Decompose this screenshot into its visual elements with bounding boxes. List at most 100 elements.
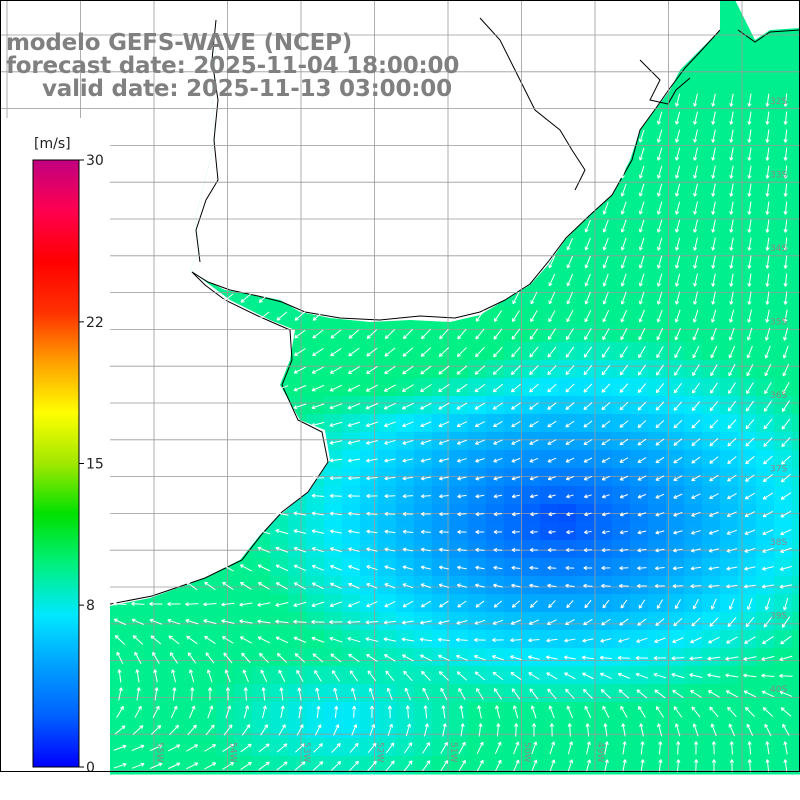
field-cell	[450, 702, 469, 721]
field-cell	[468, 342, 487, 361]
wind-arrow	[312, 329, 324, 339]
field-cell	[612, 432, 631, 451]
field-cell	[792, 738, 800, 757]
wind-arrow	[744, 492, 755, 500]
field-cell	[702, 468, 721, 487]
field-cell	[792, 36, 800, 55]
field-cell	[126, 648, 145, 667]
field-cell	[450, 396, 469, 415]
field-cell	[108, 648, 127, 667]
field-cell	[738, 216, 757, 235]
wind-arrow	[347, 476, 360, 481]
wind-arrow	[511, 547, 521, 553]
wind-arrow	[185, 618, 199, 625]
wind-arrow	[566, 529, 574, 535]
field-cell	[540, 270, 559, 289]
wind-arrow	[365, 402, 379, 410]
wind-arrow	[260, 724, 268, 736]
wind-arrow	[529, 565, 539, 570]
field-cell	[126, 666, 145, 685]
wind-arrow	[582, 672, 594, 680]
field-cell	[216, 684, 235, 703]
wind-arrow	[514, 723, 519, 737]
field-cell	[720, 432, 739, 451]
field-cell	[720, 180, 739, 199]
wind-arrow	[761, 690, 775, 698]
field-cell	[126, 738, 145, 757]
field-cell	[774, 540, 793, 559]
wind-arrow	[549, 759, 556, 773]
wind-arrow	[689, 656, 703, 661]
field-cell	[396, 720, 415, 739]
wind-arrow	[675, 291, 681, 305]
wind-arrow	[113, 601, 127, 606]
wind-arrow	[348, 347, 360, 357]
field-cell	[756, 270, 775, 289]
field-cell	[738, 306, 757, 325]
wind-arrow	[566, 705, 573, 719]
wind-arrow	[761, 584, 774, 589]
field-cell	[270, 756, 289, 775]
wind-arrow	[348, 547, 360, 552]
wind-arrow	[619, 364, 629, 376]
field-cell	[540, 450, 559, 469]
field-cell	[648, 630, 667, 649]
wind-arrow	[583, 583, 593, 588]
field-cell	[756, 738, 775, 757]
wind-arrow	[347, 601, 360, 608]
field-cell	[324, 756, 343, 775]
field-cell	[648, 270, 667, 289]
field-cell	[702, 198, 721, 217]
wind-arrow	[315, 687, 320, 701]
field-cell	[792, 108, 800, 127]
field-cell	[666, 702, 685, 721]
wind-arrow	[402, 494, 414, 499]
wind-arrow	[762, 510, 774, 518]
wind-arrow	[656, 183, 663, 197]
wind-arrow	[241, 652, 251, 664]
wind-arrow	[635, 672, 649, 679]
field-cell	[720, 756, 739, 775]
wind-arrow	[366, 329, 378, 339]
field-cell	[666, 378, 685, 397]
field-cell	[792, 522, 800, 541]
field-cell	[702, 180, 721, 199]
field-cell	[504, 324, 523, 343]
wind-arrow	[547, 383, 557, 393]
wind-arrow	[455, 637, 468, 642]
field-cell	[738, 54, 757, 73]
wind-arrow	[618, 689, 630, 699]
wind-arrow	[655, 438, 665, 446]
wind-arrow	[458, 687, 466, 700]
field-cell	[540, 684, 559, 703]
field-cell	[720, 702, 739, 721]
wind-arrow	[583, 457, 593, 463]
field-cell	[558, 612, 577, 631]
wind-arrow	[728, 382, 736, 394]
wind-arrow	[783, 237, 788, 251]
field-cell	[540, 486, 559, 505]
wind-arrow	[654, 689, 666, 699]
wind-arrow	[711, 273, 716, 287]
longitude-label: 50W	[522, 742, 532, 762]
wind-arrow	[528, 672, 540, 680]
field-cell	[720, 450, 739, 469]
field-cell	[720, 18, 739, 37]
field-cell	[360, 612, 379, 631]
field-cell	[576, 378, 595, 397]
field-cell	[738, 72, 757, 91]
field-cell	[396, 684, 415, 703]
wind-arrow	[711, 165, 716, 179]
field-cell	[414, 738, 433, 757]
field-cell	[360, 342, 379, 361]
field-cell	[162, 756, 181, 775]
wind-arrow	[619, 401, 629, 411]
field-cell	[216, 756, 235, 775]
field-cell	[738, 378, 757, 397]
field-cell	[468, 594, 487, 613]
field-cell	[630, 414, 649, 433]
field-cell	[198, 720, 217, 739]
field-cell	[594, 396, 613, 415]
wind-arrow	[762, 492, 774, 500]
field-cell	[702, 270, 721, 289]
